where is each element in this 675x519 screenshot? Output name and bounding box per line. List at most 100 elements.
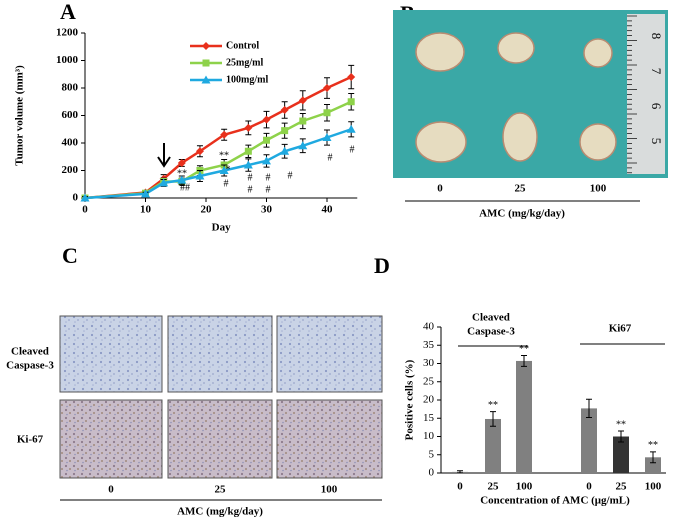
error-bar — [490, 411, 496, 427]
bar — [485, 418, 501, 473]
ruler-label: 6 — [649, 103, 664, 110]
ihc-image — [276, 399, 383, 479]
x-tick-label: 25 — [515, 183, 527, 195]
annotation: ** — [219, 150, 229, 161]
x-tick-label: 0 — [108, 484, 114, 496]
annotation: ** — [177, 168, 187, 179]
marker — [201, 75, 211, 84]
legend-label: Control — [226, 40, 259, 51]
x-axis-label: Day — [212, 222, 231, 234]
marker — [80, 193, 90, 202]
ihc-image — [59, 399, 163, 479]
x-tick-label: 0 — [82, 204, 88, 216]
marker — [346, 124, 356, 133]
annotation: # — [328, 152, 333, 163]
marker — [195, 147, 204, 156]
y-tick-label: 0 — [429, 467, 435, 479]
annotation: ## — [180, 182, 190, 193]
marker — [347, 98, 355, 106]
bar — [613, 436, 629, 473]
y-tick-label: 200 — [62, 164, 79, 176]
y-tick-label: 600 — [62, 109, 79, 121]
error-bar — [521, 354, 527, 367]
y-tick-label: 1000 — [56, 54, 79, 66]
x-tick-label: 0 — [586, 481, 592, 493]
significance: ** — [616, 419, 626, 430]
marker — [177, 175, 187, 184]
y-tick-label: 800 — [62, 82, 79, 94]
marker — [347, 73, 356, 81]
x-tick-label: 25 — [488, 481, 500, 493]
marker — [262, 115, 271, 124]
x-tick-label: 100 — [645, 481, 662, 493]
ruler-label: 8 — [649, 33, 664, 40]
x-tick-label: 25 — [215, 484, 227, 496]
marker — [281, 127, 289, 135]
x-tick-label: 30 — [261, 204, 273, 216]
marker — [280, 146, 290, 155]
annotation: # — [224, 178, 229, 189]
significance: ** — [648, 440, 658, 451]
marker — [323, 109, 331, 117]
y-tick-label: 10 — [423, 430, 435, 442]
annotation: # — [266, 184, 271, 195]
legend-label: 100mg/ml — [226, 74, 268, 85]
annotation: # — [248, 184, 253, 195]
row-label: Cleaved — [11, 346, 49, 358]
series-line — [84, 75, 352, 200]
panel-letter: A — [60, 0, 76, 24]
ihc-image — [167, 399, 273, 479]
significance: ** — [488, 400, 498, 411]
error-bar — [650, 451, 656, 464]
y-axis-label: Positive cells (%) — [404, 359, 416, 440]
marker — [298, 96, 307, 105]
marker — [177, 158, 186, 167]
x-tick-label: 0 — [437, 183, 443, 195]
marker — [159, 178, 169, 187]
marker — [202, 59, 210, 67]
error-bar — [618, 430, 624, 443]
x-tick-label: 0 — [457, 481, 463, 493]
x-tick-label: 100 — [321, 484, 338, 496]
marker — [220, 130, 229, 139]
y-tick-label: 25 — [423, 375, 435, 387]
y-axis-label: Tumor volume (mm³) — [14, 65, 26, 166]
marker — [299, 117, 307, 125]
panel-letter: D — [374, 253, 390, 278]
marker — [141, 189, 150, 198]
y-tick-label: 0 — [73, 192, 79, 204]
annotation: # — [266, 172, 271, 183]
marker — [280, 106, 289, 114]
group-label: Caspase-3 — [467, 326, 515, 338]
marker — [322, 133, 332, 141]
bar — [645, 457, 661, 473]
marker — [323, 84, 331, 92]
ihc-image — [276, 315, 383, 393]
annotation: # — [288, 170, 293, 181]
y-tick-label: 1200 — [56, 27, 79, 39]
ruler-label: 5 — [649, 138, 664, 145]
error-bar — [586, 398, 592, 419]
y-tick-label: 20 — [423, 394, 435, 406]
significance: ** — [519, 344, 529, 355]
y-tick-label: 35 — [423, 339, 435, 351]
ihc-image — [167, 315, 273, 393]
y-tick-label: 30 — [423, 357, 435, 369]
y-tick-label: 5 — [429, 448, 435, 460]
marker — [244, 123, 253, 132]
x-tick-label: 100 — [516, 481, 533, 493]
panel-b: B — [393, 1, 668, 202]
y-tick-label: 15 — [423, 412, 435, 424]
tumors — [415, 32, 617, 163]
row-label: Ki-67 — [17, 434, 44, 446]
marker — [219, 166, 229, 174]
marker — [243, 160, 253, 169]
x-tick-label: 40 — [322, 204, 334, 216]
marker — [298, 141, 308, 150]
panel-letter: C — [62, 243, 78, 268]
ihc-image — [59, 315, 163, 393]
panel-c: C Cleaved Caspase-3 Ki-67 — [6, 243, 383, 501]
ruler-label: 7 — [649, 68, 664, 75]
marker — [202, 42, 210, 50]
